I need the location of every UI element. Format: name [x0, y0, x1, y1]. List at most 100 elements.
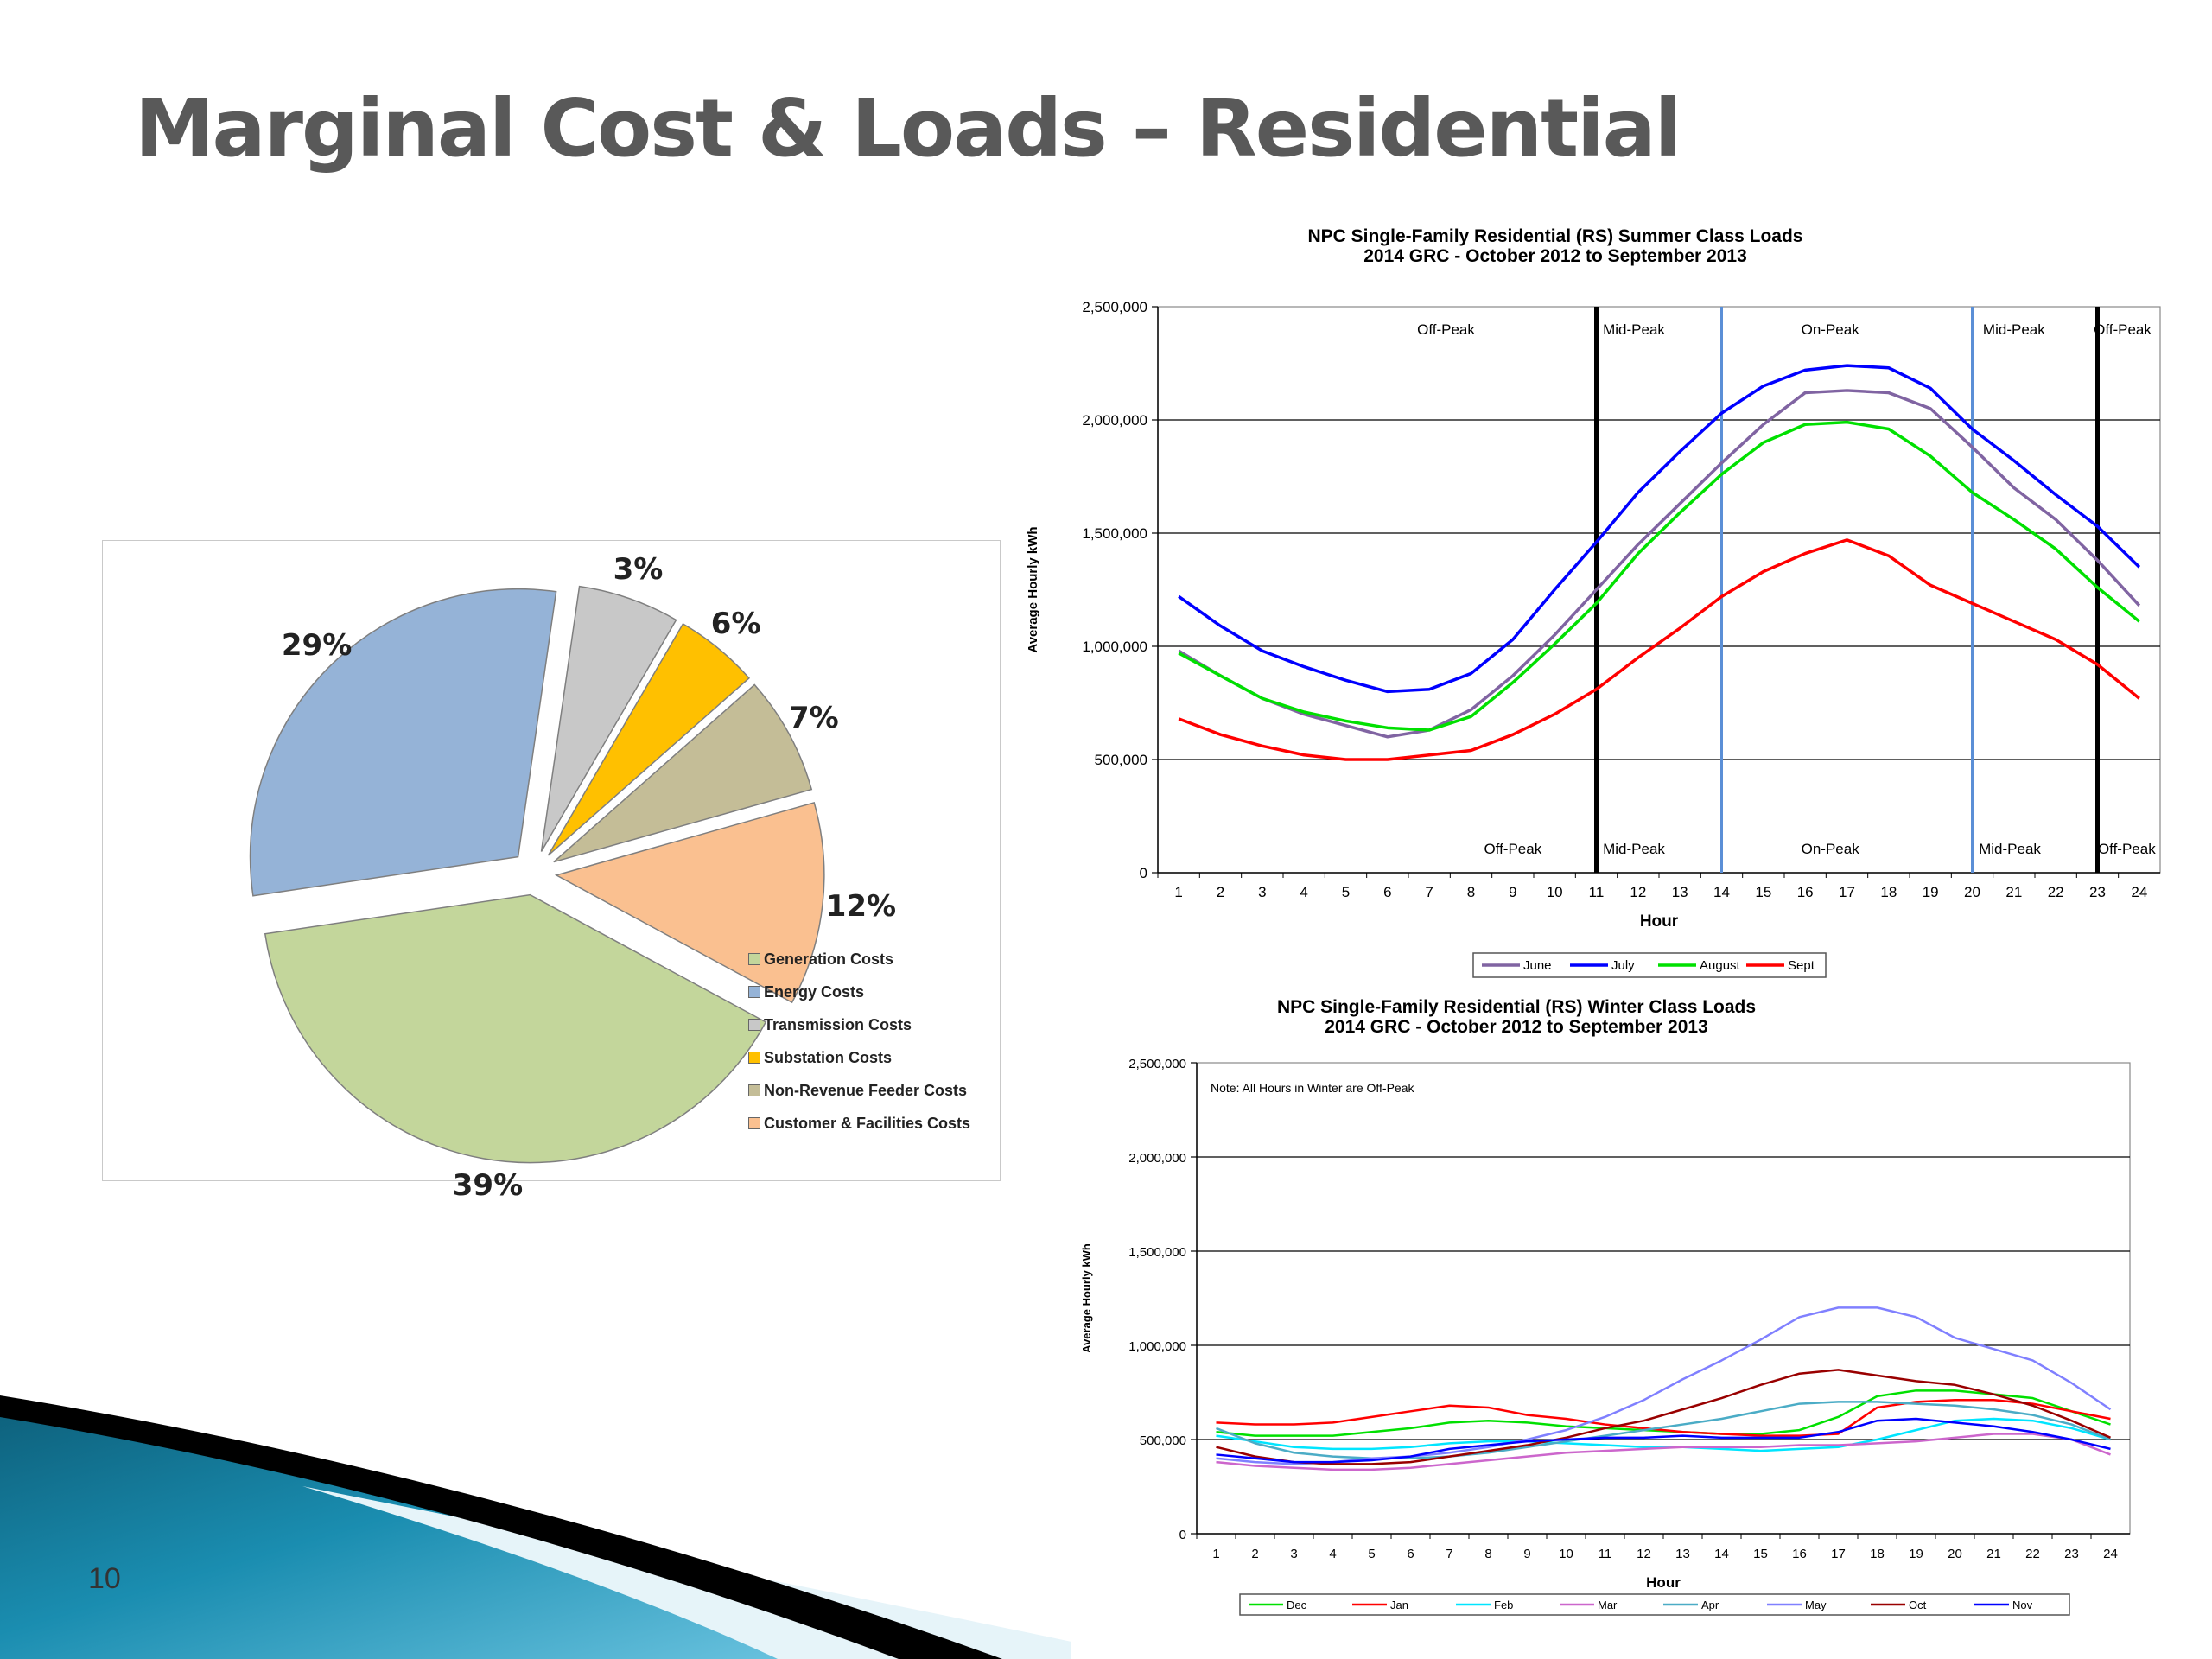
series-line-may [1216, 1306, 2112, 1465]
y-axis-label: Average Hourly kWh [1080, 1243, 1093, 1353]
x-tick-label: 16 [1792, 1547, 1807, 1561]
legend-label: Oct [1909, 1599, 1927, 1611]
x-tick-label: 18 [1870, 1547, 1885, 1561]
period-label: On-Peak [1802, 321, 1860, 338]
period-label: Mid-Peak [1983, 321, 2045, 338]
y-tick-label: 1,500,000 [1082, 525, 1147, 542]
x-tick-label: 22 [2025, 1547, 2040, 1561]
legend-label: Mar [1598, 1599, 1618, 1611]
x-tick-label: 2 [1217, 884, 1224, 900]
period-label: Off-Peak [1417, 321, 1475, 338]
x-tick-label: 24 [2131, 884, 2147, 900]
period-label: Off-Peak [2098, 841, 2156, 857]
chart-title: NPC Single-Family Residential (RS) Winte… [1277, 997, 1756, 1017]
legend-label: Nov [2012, 1599, 2033, 1611]
legend-label: Jan [1390, 1599, 1408, 1611]
x-tick-label: 12 [1630, 884, 1646, 900]
x-tick-label: 3 [1290, 1547, 1297, 1561]
y-tick-label: 0 [1140, 865, 1147, 881]
legend-swatch [748, 1117, 760, 1129]
y-tick-label: 1,500,000 [1128, 1245, 1186, 1260]
legend-label: May [1805, 1599, 1827, 1611]
pie-slice-non-revenue-feeder-costs [553, 683, 813, 863]
legend-label: July [1611, 958, 1635, 973]
x-tick-label: 1 [1212, 1547, 1219, 1561]
y-tick-label: 2,500,000 [1082, 299, 1147, 315]
period-label: Off-Peak [2094, 321, 2152, 338]
x-tick-label: 8 [1484, 1547, 1491, 1561]
x-tick-label: 14 [1713, 884, 1730, 900]
series-line-june [1178, 389, 2141, 739]
x-tick-label: 7 [1446, 1547, 1452, 1561]
x-tick-label: 13 [1675, 1547, 1690, 1561]
series-line-august [1178, 420, 2140, 732]
pie-slice-energy-costs [249, 588, 557, 897]
pie-legend-item: Energy Costs [748, 976, 999, 1008]
y-axis-label: Average Hourly kWh [1026, 526, 1040, 652]
x-tick-label: 10 [1559, 1547, 1573, 1561]
series-line-sept [1178, 538, 2140, 761]
chart-subtitle: 2014 GRC - October 2012 to September 201… [1363, 246, 1747, 266]
pie-pct-label: 29% [281, 627, 353, 663]
x-tick-label: 13 [1672, 884, 1688, 900]
x-tick-label: 2 [1251, 1547, 1258, 1561]
x-tick-label: 14 [1714, 1547, 1729, 1561]
x-tick-label: 4 [1300, 884, 1307, 900]
series-line-oct [1216, 1369, 2111, 1465]
x-tick-label: 20 [1964, 884, 1980, 900]
period-label: Mid-Peak [1603, 841, 1665, 857]
x-tick-label: 15 [1753, 1547, 1768, 1561]
y-tick-label: 500,000 [1140, 1433, 1186, 1448]
x-tick-label: 11 [1589, 884, 1605, 900]
period-label: Mid-Peak [1603, 321, 1665, 338]
x-tick-label: 19 [1909, 1547, 1923, 1561]
legend-swatch [748, 953, 760, 965]
legend-label: Generation Costs [764, 950, 894, 968]
x-tick-label: 19 [1923, 884, 1939, 900]
x-tick-label: 6 [1383, 884, 1391, 900]
page-number: 10 [88, 1562, 121, 1595]
legend-swatch [748, 1052, 760, 1064]
legend-swatch [748, 1084, 760, 1096]
x-tick-label: 9 [1509, 884, 1516, 900]
period-label: Off-Peak [1484, 841, 1541, 857]
slide-title: Marginal Cost & Loads – Residential [135, 82, 1681, 175]
x-tick-label: 9 [1523, 1547, 1530, 1561]
chart-note: Note: All Hours in Winter are Off-Peak [1211, 1081, 1414, 1095]
chart-subtitle: 2014 GRC - October 2012 to September 201… [1325, 1017, 1708, 1037]
plot-area [1157, 306, 2161, 874]
chart-title: NPC Single-Family Residential (RS) Summe… [1308, 226, 1803, 246]
x-tick-label: 22 [2048, 884, 2064, 900]
pie-legend-item: Customer & Facilities Costs [748, 1107, 999, 1140]
legend-label: Substation Costs [764, 1048, 893, 1066]
pie-slice-customer-facilities-costs [554, 801, 825, 1004]
y-tick-label: 1,000,000 [1082, 639, 1147, 655]
legend-label: June [1523, 958, 1552, 973]
legend-swatch [748, 1019, 760, 1031]
y-tick-label: 500,000 [1095, 752, 1147, 768]
swoosh-dark [0, 1395, 1002, 1659]
series-line-july [1178, 364, 2141, 694]
x-axis-label: Hour [1640, 912, 1679, 931]
x-tick-label: 5 [1342, 884, 1350, 900]
pie-pct-label: 7% [788, 701, 839, 736]
pie-slice-generation-costs [264, 893, 767, 1164]
x-tick-label: 6 [1407, 1547, 1414, 1561]
y-tick-label: 2,000,000 [1128, 1151, 1186, 1166]
pie-legend-item: Non-Revenue Feeder Costs [748, 1074, 999, 1107]
legend-label: Energy Costs [764, 982, 865, 1001]
x-tick-label: 23 [2089, 884, 2106, 900]
legend-label: Sept [1788, 958, 1815, 973]
legend-swatch [748, 986, 760, 998]
pie-chart [249, 585, 825, 1164]
legend-label: Non-Revenue Feeder Costs [764, 1081, 968, 1099]
y-tick-label: 2,000,000 [1082, 412, 1147, 429]
x-tick-label: 8 [1467, 884, 1475, 900]
winter-loads-chart: NPC Single-Family Residential (RS) Winte… [1080, 997, 2131, 1616]
x-tick-label: 12 [1637, 1547, 1651, 1561]
x-tick-label: 21 [2005, 884, 2022, 900]
series-line-mar [1216, 1433, 2111, 1471]
pie-slice-transmission-costs [540, 585, 677, 852]
legend-label: August [1700, 958, 1741, 973]
pie-pct-label: 39% [452, 1168, 524, 1204]
